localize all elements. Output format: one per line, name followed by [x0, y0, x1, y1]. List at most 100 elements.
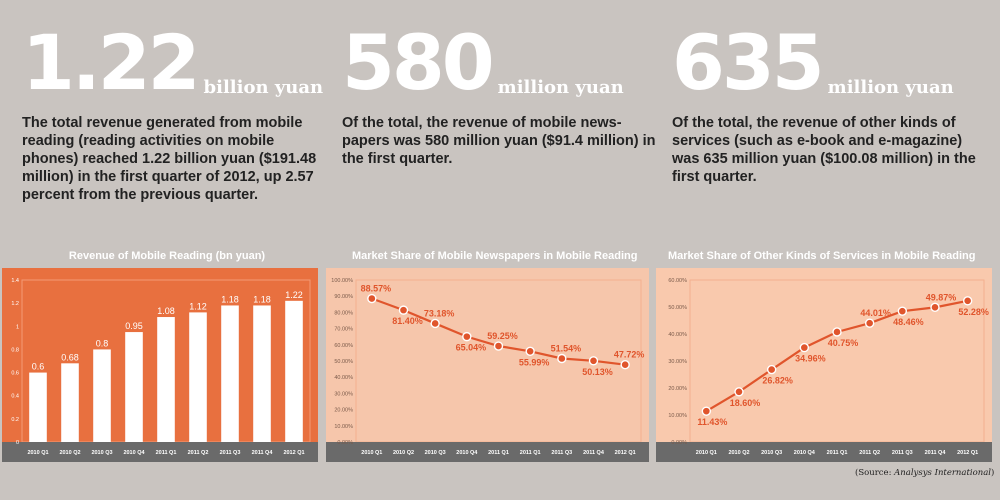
- data-point: [588, 356, 599, 366]
- x-tick-label: 2012 Q1: [957, 450, 978, 456]
- bar-value-label: 0.95: [125, 321, 143, 331]
- x-tick-label: 2010 Q4: [794, 450, 816, 456]
- x-tick-label: 2010 Q3: [425, 450, 446, 456]
- x-tick-label: 2010 Q2: [728, 450, 749, 456]
- data-point: [930, 302, 940, 313]
- bar: [61, 363, 79, 442]
- x-axis-band: [656, 442, 992, 462]
- x-tick-label: 2010 Q3: [761, 450, 782, 456]
- bar-value-label: 0.6: [32, 362, 45, 372]
- x-tick-label: 2011 Q2: [859, 450, 880, 456]
- point-value-label: 26.82%: [762, 376, 793, 386]
- y-tick-label: 100.00%: [331, 278, 353, 284]
- point-value-label: 44.01%: [860, 308, 891, 318]
- y-tick-label: 10.00%: [668, 413, 687, 419]
- x-tick-label: 2011 Q4: [252, 450, 274, 456]
- point-value-label: 52.28%: [958, 307, 989, 317]
- y-tick-label: 30.00%: [334, 391, 353, 397]
- y-tick-label: 0.8: [11, 347, 19, 353]
- source-prefix: (Source:: [855, 468, 895, 478]
- x-tick-label: 2012 Q1: [283, 450, 304, 456]
- x-tick-label: 2011 Q3: [892, 450, 913, 456]
- data-point: [766, 364, 777, 375]
- x-tick-label: 2010 Q2: [59, 450, 80, 456]
- y-tick-label: 0.00%: [671, 440, 687, 446]
- stat-2-number: 580: [342, 18, 495, 107]
- bar: [157, 317, 175, 442]
- revenue-bar-chart: 0 0.2 0.4 0.6 0.8 1 1.2 1.4 2010 Q1 2010 Q2 2010 Q…: [2, 268, 318, 462]
- stat-2-unit: million yuan: [497, 77, 624, 98]
- x-tick-label: 2011 Q3: [551, 450, 572, 456]
- bar-value-label: 0.68: [61, 352, 79, 362]
- x-tick-label: 2010 Q1: [27, 450, 48, 456]
- x-tick-label: 2011 Q1: [488, 450, 509, 456]
- x-axis-band: [2, 442, 318, 462]
- y-tick-label: 30.00%: [668, 359, 687, 365]
- data-point: [799, 342, 810, 353]
- x-tick-label: 2010 Q4: [456, 450, 478, 456]
- data-point: [367, 293, 377, 304]
- stat-3-description: Of the total, the revenue of other kinds…: [672, 115, 976, 185]
- point-value-label: 50.13%: [582, 367, 613, 377]
- y-tick-label: 0.2: [11, 417, 19, 423]
- stat-3-number: 635: [672, 18, 825, 107]
- x-tick-label: 2010 Q1: [361, 450, 382, 456]
- y-tick-label: 1: [16, 324, 19, 330]
- bar: [189, 312, 207, 442]
- point-value-label: 65.04%: [456, 343, 487, 353]
- other-services-share-line-chart: 0.00% 10.00% 20.00% 30.00% 40.00% 50.00% 60.00…: [656, 268, 992, 462]
- stat-1: 1.22 billion yuan: [22, 18, 323, 108]
- x-axis-band: [326, 442, 649, 462]
- data-point: [701, 406, 712, 416]
- y-tick-label: 80.00%: [334, 310, 353, 316]
- x-tick-label: 2011 Q1: [156, 450, 177, 456]
- x-tick-label: 2010 Q4: [123, 450, 145, 456]
- data-point: [462, 331, 472, 342]
- y-tick-label: 0.6: [11, 371, 19, 377]
- y-tick-label: 10.00%: [334, 424, 353, 430]
- point-value-label: 34.96%: [795, 354, 826, 364]
- stat-1-description: The total revenue generated from mobile …: [22, 115, 317, 203]
- y-tick-label: 1.4: [11, 278, 19, 284]
- source-org: Analysys International: [894, 468, 991, 478]
- y-tick-label: 50.00%: [334, 359, 353, 365]
- y-tick-label: 40.00%: [668, 332, 687, 338]
- bar: [93, 349, 111, 442]
- bar-value-label: 0.8: [96, 338, 109, 348]
- data-point: [832, 327, 842, 337]
- x-tick-label: 2011 Q1: [827, 450, 848, 456]
- chart-1-title: Revenue of Mobile Reading (bn yuan): [68, 250, 266, 262]
- stat-2: 580 million yuan: [342, 18, 624, 108]
- x-tick-label: 2012 Q1: [615, 450, 636, 456]
- chart-3-title: Market Share of Other Kinds of Services …: [668, 250, 976, 262]
- chart-2-title: Market Share of Mobile Newspapers in Mob…: [352, 250, 638, 262]
- newspaper-share-line-chart: 0.00% 10.00% 20.00% 30.00% 40.00% 50.00% 60.00…: [326, 268, 649, 462]
- data-point: [525, 346, 535, 356]
- point-value-label: 48.46%: [893, 317, 924, 327]
- source-note: (Source: Analysys International): [855, 468, 994, 478]
- data-point: [620, 359, 630, 370]
- point-value-label: 55.99%: [519, 357, 550, 367]
- x-tick-label: 2011 Q4: [925, 450, 947, 456]
- stat-1-number: 1.22: [22, 18, 201, 107]
- x-tick-label: 2011 Q3: [220, 450, 241, 456]
- source-suffix: ): [990, 468, 995, 478]
- point-value-label: 81.40%: [392, 316, 423, 326]
- y-tick-label: 1.2: [11, 301, 19, 307]
- stat-2-description: Of the total, the revenue of mobile news…: [342, 115, 656, 167]
- x-tick-label: 2011 Q1: [520, 450, 541, 456]
- y-tick-label: 50.00%: [668, 305, 687, 311]
- x-tick-label: 2010 Q2: [393, 450, 414, 456]
- point-value-label: 47.72%: [614, 350, 645, 360]
- data-point: [897, 306, 908, 316]
- y-tick-label: 70.00%: [334, 327, 353, 333]
- data-point: [734, 387, 744, 397]
- y-tick-label: 20.00%: [668, 386, 687, 392]
- x-tick-label: 2010 Q3: [91, 450, 112, 456]
- bar-value-label: 1.18: [253, 294, 271, 304]
- point-value-label: 49.87%: [926, 292, 957, 302]
- point-value-label: 88.57%: [361, 284, 392, 294]
- stat-3-unit: million yuan: [827, 77, 954, 98]
- bar: [285, 300, 303, 442]
- y-tick-label: 0.00%: [337, 440, 353, 446]
